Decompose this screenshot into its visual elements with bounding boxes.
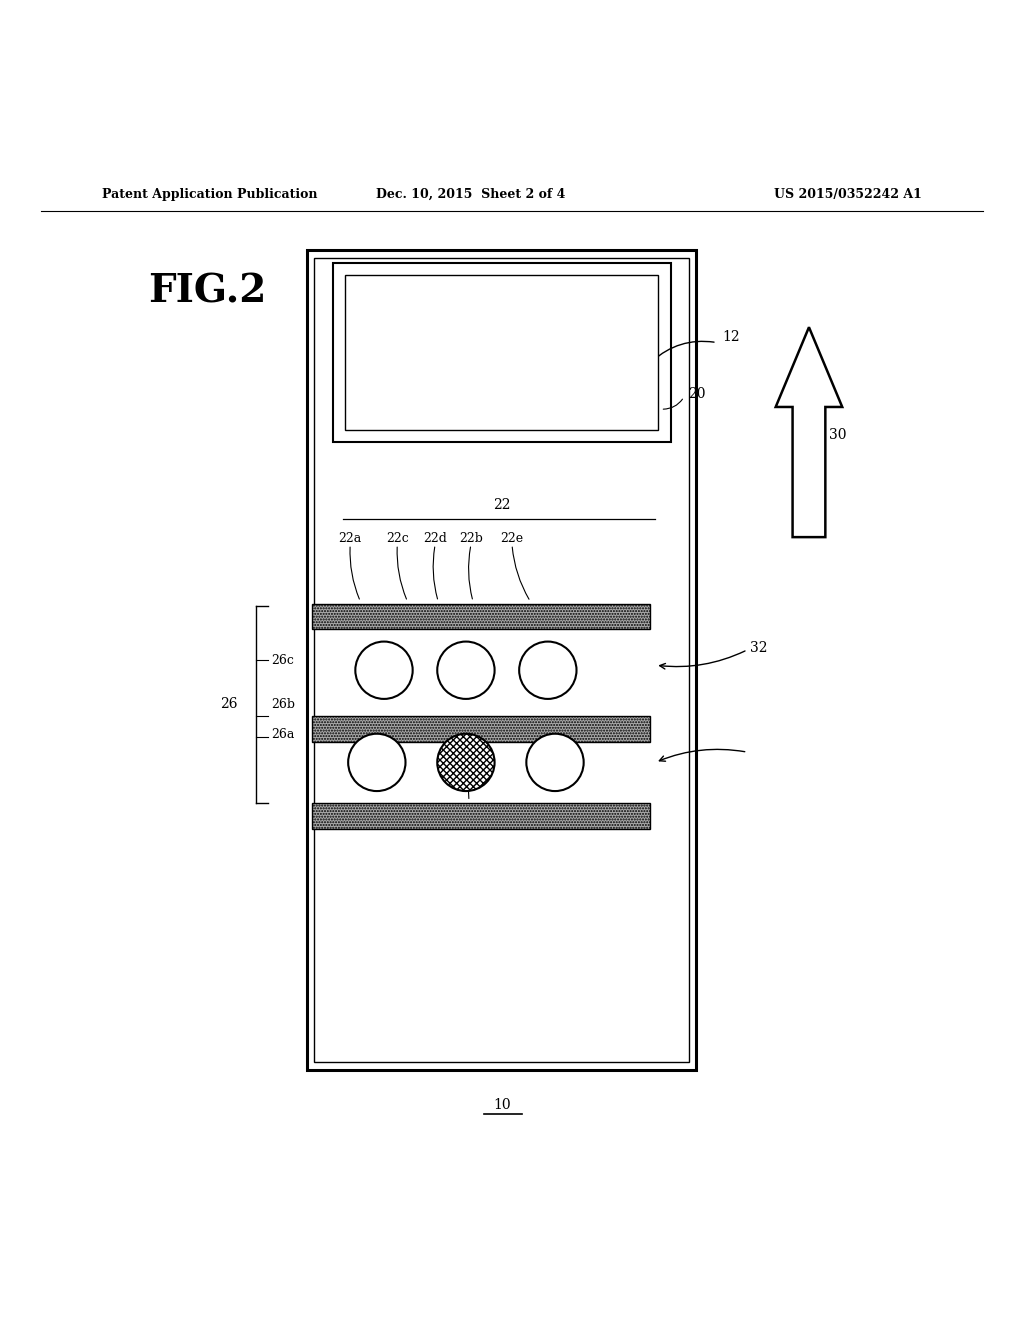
Text: 22a: 22a (339, 532, 361, 545)
Bar (312, 717, 650, 742)
Text: 10: 10 (493, 1098, 511, 1113)
Text: 26c: 26c (271, 653, 294, 667)
Text: 22d: 22d (423, 532, 447, 545)
Bar (314, 257, 689, 1063)
Circle shape (437, 734, 495, 791)
Bar (312, 804, 650, 829)
Circle shape (355, 642, 413, 698)
Text: 26b: 26b (271, 697, 295, 710)
Text: 24: 24 (460, 804, 478, 817)
Text: 22: 22 (493, 498, 511, 512)
Circle shape (526, 734, 584, 791)
Text: 26a: 26a (271, 729, 295, 742)
Text: Dec. 10, 2015  Sheet 2 of 4: Dec. 10, 2015 Sheet 2 of 4 (377, 187, 565, 201)
Text: 22c: 22c (386, 532, 409, 545)
Circle shape (348, 734, 406, 791)
Text: 22b: 22b (459, 532, 483, 545)
Text: 20: 20 (688, 387, 706, 401)
Text: 32: 32 (750, 640, 767, 655)
Bar (312, 603, 650, 630)
Text: 30: 30 (829, 428, 847, 442)
Text: 26: 26 (220, 697, 238, 711)
Bar (307, 251, 696, 1069)
Bar (333, 263, 671, 442)
Text: US 2015/0352242 A1: US 2015/0352242 A1 (774, 187, 922, 201)
Text: 22e: 22e (501, 532, 523, 545)
Polygon shape (776, 327, 842, 537)
Circle shape (437, 642, 495, 698)
Bar (345, 275, 658, 429)
Text: 12: 12 (722, 330, 739, 345)
Circle shape (519, 642, 577, 698)
Text: Patent Application Publication: Patent Application Publication (102, 187, 317, 201)
Text: FIG.2: FIG.2 (148, 272, 267, 310)
